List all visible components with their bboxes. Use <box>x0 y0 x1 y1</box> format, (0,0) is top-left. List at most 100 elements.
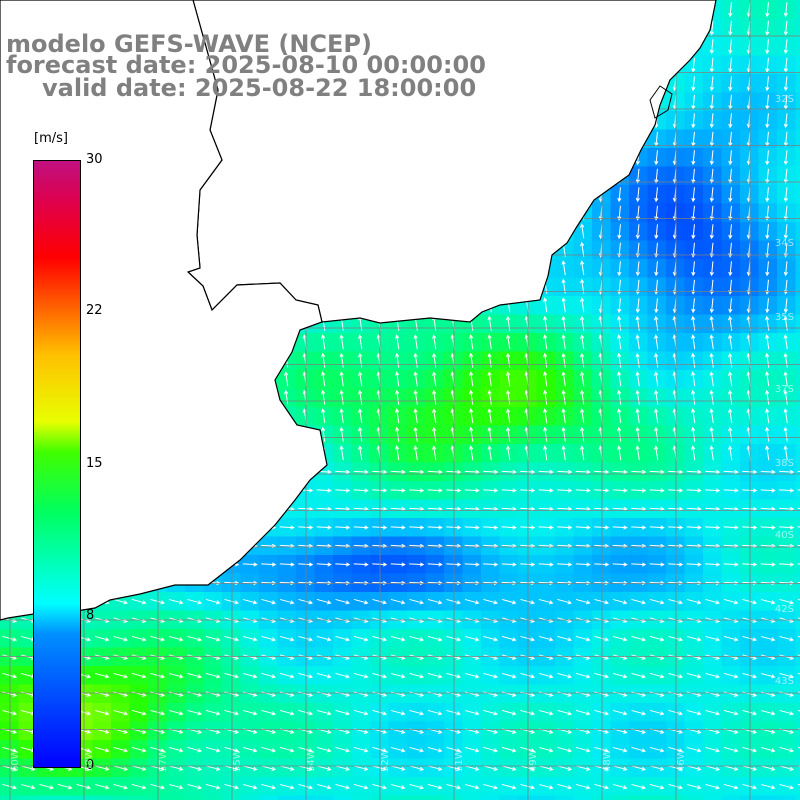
wind-arrow <box>617 261 622 277</box>
wind-speed-cell <box>795 240 800 260</box>
wind-speed-cell <box>795 555 800 574</box>
wind-arrow <box>187 783 203 790</box>
wind-arrow <box>520 488 536 493</box>
wind-speed-cell <box>351 795 371 800</box>
wind-arrow <box>723 525 739 530</box>
valid-date: valid date: 2025-08-22 18:00:00 <box>42 74 477 102</box>
wind-arrow <box>649 746 665 753</box>
wind-arrow <box>150 746 166 753</box>
wind-speed-cell <box>462 795 482 800</box>
wind-arrow <box>298 598 314 605</box>
colorbar-tick-22: 22 <box>86 303 103 318</box>
wind-arrow <box>321 334 326 350</box>
wind-speed-cell <box>795 647 800 667</box>
wind-arrow <box>483 488 499 493</box>
wind-speed-cell <box>629 795 648 800</box>
wind-arrow <box>686 562 702 567</box>
wind-arrow <box>427 635 443 642</box>
wind-arrow <box>413 389 418 405</box>
wind-arrow <box>594 709 610 716</box>
wind-arrow <box>501 783 517 790</box>
wind-arrow <box>561 445 566 461</box>
wind-arrow <box>649 525 665 530</box>
wind-speed-cell <box>795 18 800 38</box>
wind-arrow <box>409 672 425 679</box>
wind-arrow <box>557 672 573 679</box>
wind-arrow <box>765 39 770 55</box>
wind-arrow <box>413 426 418 442</box>
wind-arrow <box>612 709 628 716</box>
wind-arrow <box>501 635 517 642</box>
wind-arrow <box>575 525 591 530</box>
wind-arrow <box>649 598 665 605</box>
wind-arrow <box>298 525 314 530</box>
wind-speed-cell <box>684 795 704 800</box>
wind-arrow <box>395 426 400 442</box>
wind-arrow <box>686 488 702 493</box>
wind-arrow <box>413 445 418 461</box>
lon-label: 58W <box>84 749 95 772</box>
wind-arrow <box>483 746 499 753</box>
wind-arrow <box>686 635 702 642</box>
wind-arrow <box>728 20 733 36</box>
wind-arrow <box>654 224 659 240</box>
wind-arrow <box>742 709 758 716</box>
wind-arrow <box>506 445 511 461</box>
wind-arrow <box>353 469 369 475</box>
wind-speed-cell <box>18 795 38 800</box>
wind-arrow <box>580 352 585 368</box>
wind-arrow <box>469 408 474 424</box>
wind-arrow <box>783 352 788 368</box>
wind-arrow <box>205 765 221 771</box>
wind-arrow <box>506 334 511 350</box>
wind-arrow <box>113 635 129 642</box>
wind-arrow <box>635 261 640 277</box>
wind-arrow <box>580 241 585 257</box>
wind-arrow <box>464 765 480 771</box>
colorbar-tick-30: 30 <box>86 152 103 167</box>
wind-arrow <box>594 691 610 697</box>
wind-arrow <box>506 426 511 442</box>
wind-arrow <box>279 598 295 605</box>
wind-arrow <box>506 408 511 424</box>
wind-arrow <box>635 389 640 405</box>
wind-arrow <box>561 371 566 387</box>
wind-speed-cell <box>795 277 800 297</box>
colorbar-tick-8: 8 <box>86 608 95 623</box>
wind-arrow <box>728 261 733 277</box>
wind-arrow <box>728 205 733 221</box>
wind-arrow <box>520 598 536 605</box>
wind-arrow <box>464 562 480 567</box>
wind-arrow <box>765 57 770 73</box>
wind-arrow <box>483 691 499 697</box>
wind-arrow <box>783 224 788 240</box>
wind-speed-cell <box>37 795 56 800</box>
wind-arrow <box>705 672 721 679</box>
wind-arrow <box>168 746 184 753</box>
wind-arrow <box>487 408 492 424</box>
wind-speed-cell <box>795 333 800 352</box>
wind-arrow <box>686 598 702 605</box>
wind-arrow <box>709 371 714 387</box>
wind-arrow <box>501 709 517 716</box>
wind-arrow <box>723 783 739 790</box>
wind-speed-cell <box>795 148 800 167</box>
wind-arrow <box>742 525 758 530</box>
wind-arrow <box>538 469 554 475</box>
wind-arrow <box>298 672 314 679</box>
wind-arrow <box>612 783 628 790</box>
lon-label: 52W <box>380 749 391 772</box>
wind-arrow <box>779 783 795 790</box>
wind-arrow <box>723 598 739 605</box>
wind-arrow <box>432 389 437 405</box>
wind-arrow <box>543 297 548 313</box>
wind-speed-cell <box>795 203 800 223</box>
wind-arrow <box>760 598 776 605</box>
wind-speed-cell <box>795 573 800 593</box>
wind-arrow <box>635 371 640 387</box>
wind-arrow <box>723 709 739 716</box>
wind-speed-cell <box>481 795 500 800</box>
wind-arrow <box>395 445 400 461</box>
wind-arrow <box>783 187 788 203</box>
